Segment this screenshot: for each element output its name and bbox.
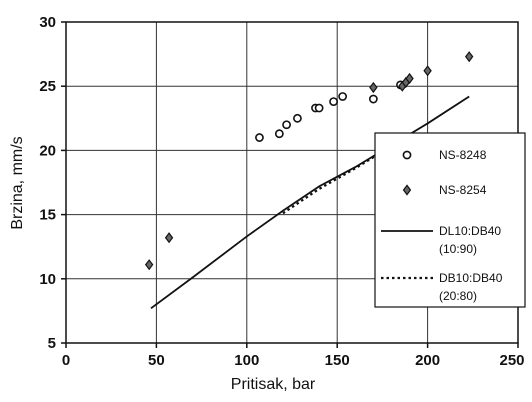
data-point: [368, 94, 378, 104]
series-layer: [144, 51, 474, 310]
legend-label: DB10:DB40: [439, 271, 503, 285]
series-3: [282, 150, 383, 215]
x-axis-label: Pritisak, bar: [231, 376, 316, 393]
legend-label: DL10:DB40: [439, 224, 501, 238]
data-point: [405, 72, 414, 85]
data-point: [293, 113, 302, 123]
legend-marker: [402, 184, 412, 196]
x-tick-label: 150: [325, 352, 350, 369]
y-tick-label: 30: [39, 14, 56, 31]
x-tick-label: 250: [499, 352, 524, 369]
series-2: [150, 95, 470, 310]
data-point: [369, 81, 378, 94]
data-point: [464, 51, 474, 63]
legend-label: (10:90): [439, 242, 477, 256]
solid-series-line: [150, 95, 470, 310]
data-point: [329, 97, 338, 107]
y-tick-label: 5: [48, 335, 56, 352]
data-point: [274, 129, 284, 139]
dotted-series-line: [282, 150, 383, 215]
data-point: [338, 92, 348, 101]
x-tick-label: 0: [62, 352, 70, 369]
legend-marker: [402, 150, 412, 160]
y-tick-label: 10: [39, 271, 56, 288]
data-point: [164, 232, 174, 244]
y-axis-label: Brzina, mm/s: [9, 136, 26, 229]
legend: NS-8248 NS-8254 DL10:DB40 (10:90) DB10:DB40 (…: [374, 132, 526, 308]
data-point: [144, 259, 154, 271]
y-tick-label: 15: [39, 207, 56, 224]
data-point: [282, 120, 291, 130]
x-tick-label: 200: [415, 352, 440, 369]
data-point: [255, 133, 264, 142]
data-point: [423, 65, 432, 77]
tick-labels: 0 50 100 150 200 250 5 10 15 20 25 30: [39, 14, 524, 369]
series-1: [144, 51, 474, 271]
legend-label: NS-8254: [439, 183, 487, 197]
x-tick-label: 100: [234, 352, 259, 369]
y-tick-label: 20: [39, 142, 56, 159]
x-tick-label: 50: [148, 352, 165, 369]
legend-label: (20:80): [439, 289, 477, 303]
legend-label: NS-8248: [439, 148, 487, 162]
y-tick-label: 25: [39, 78, 56, 95]
data-point: [314, 103, 324, 113]
